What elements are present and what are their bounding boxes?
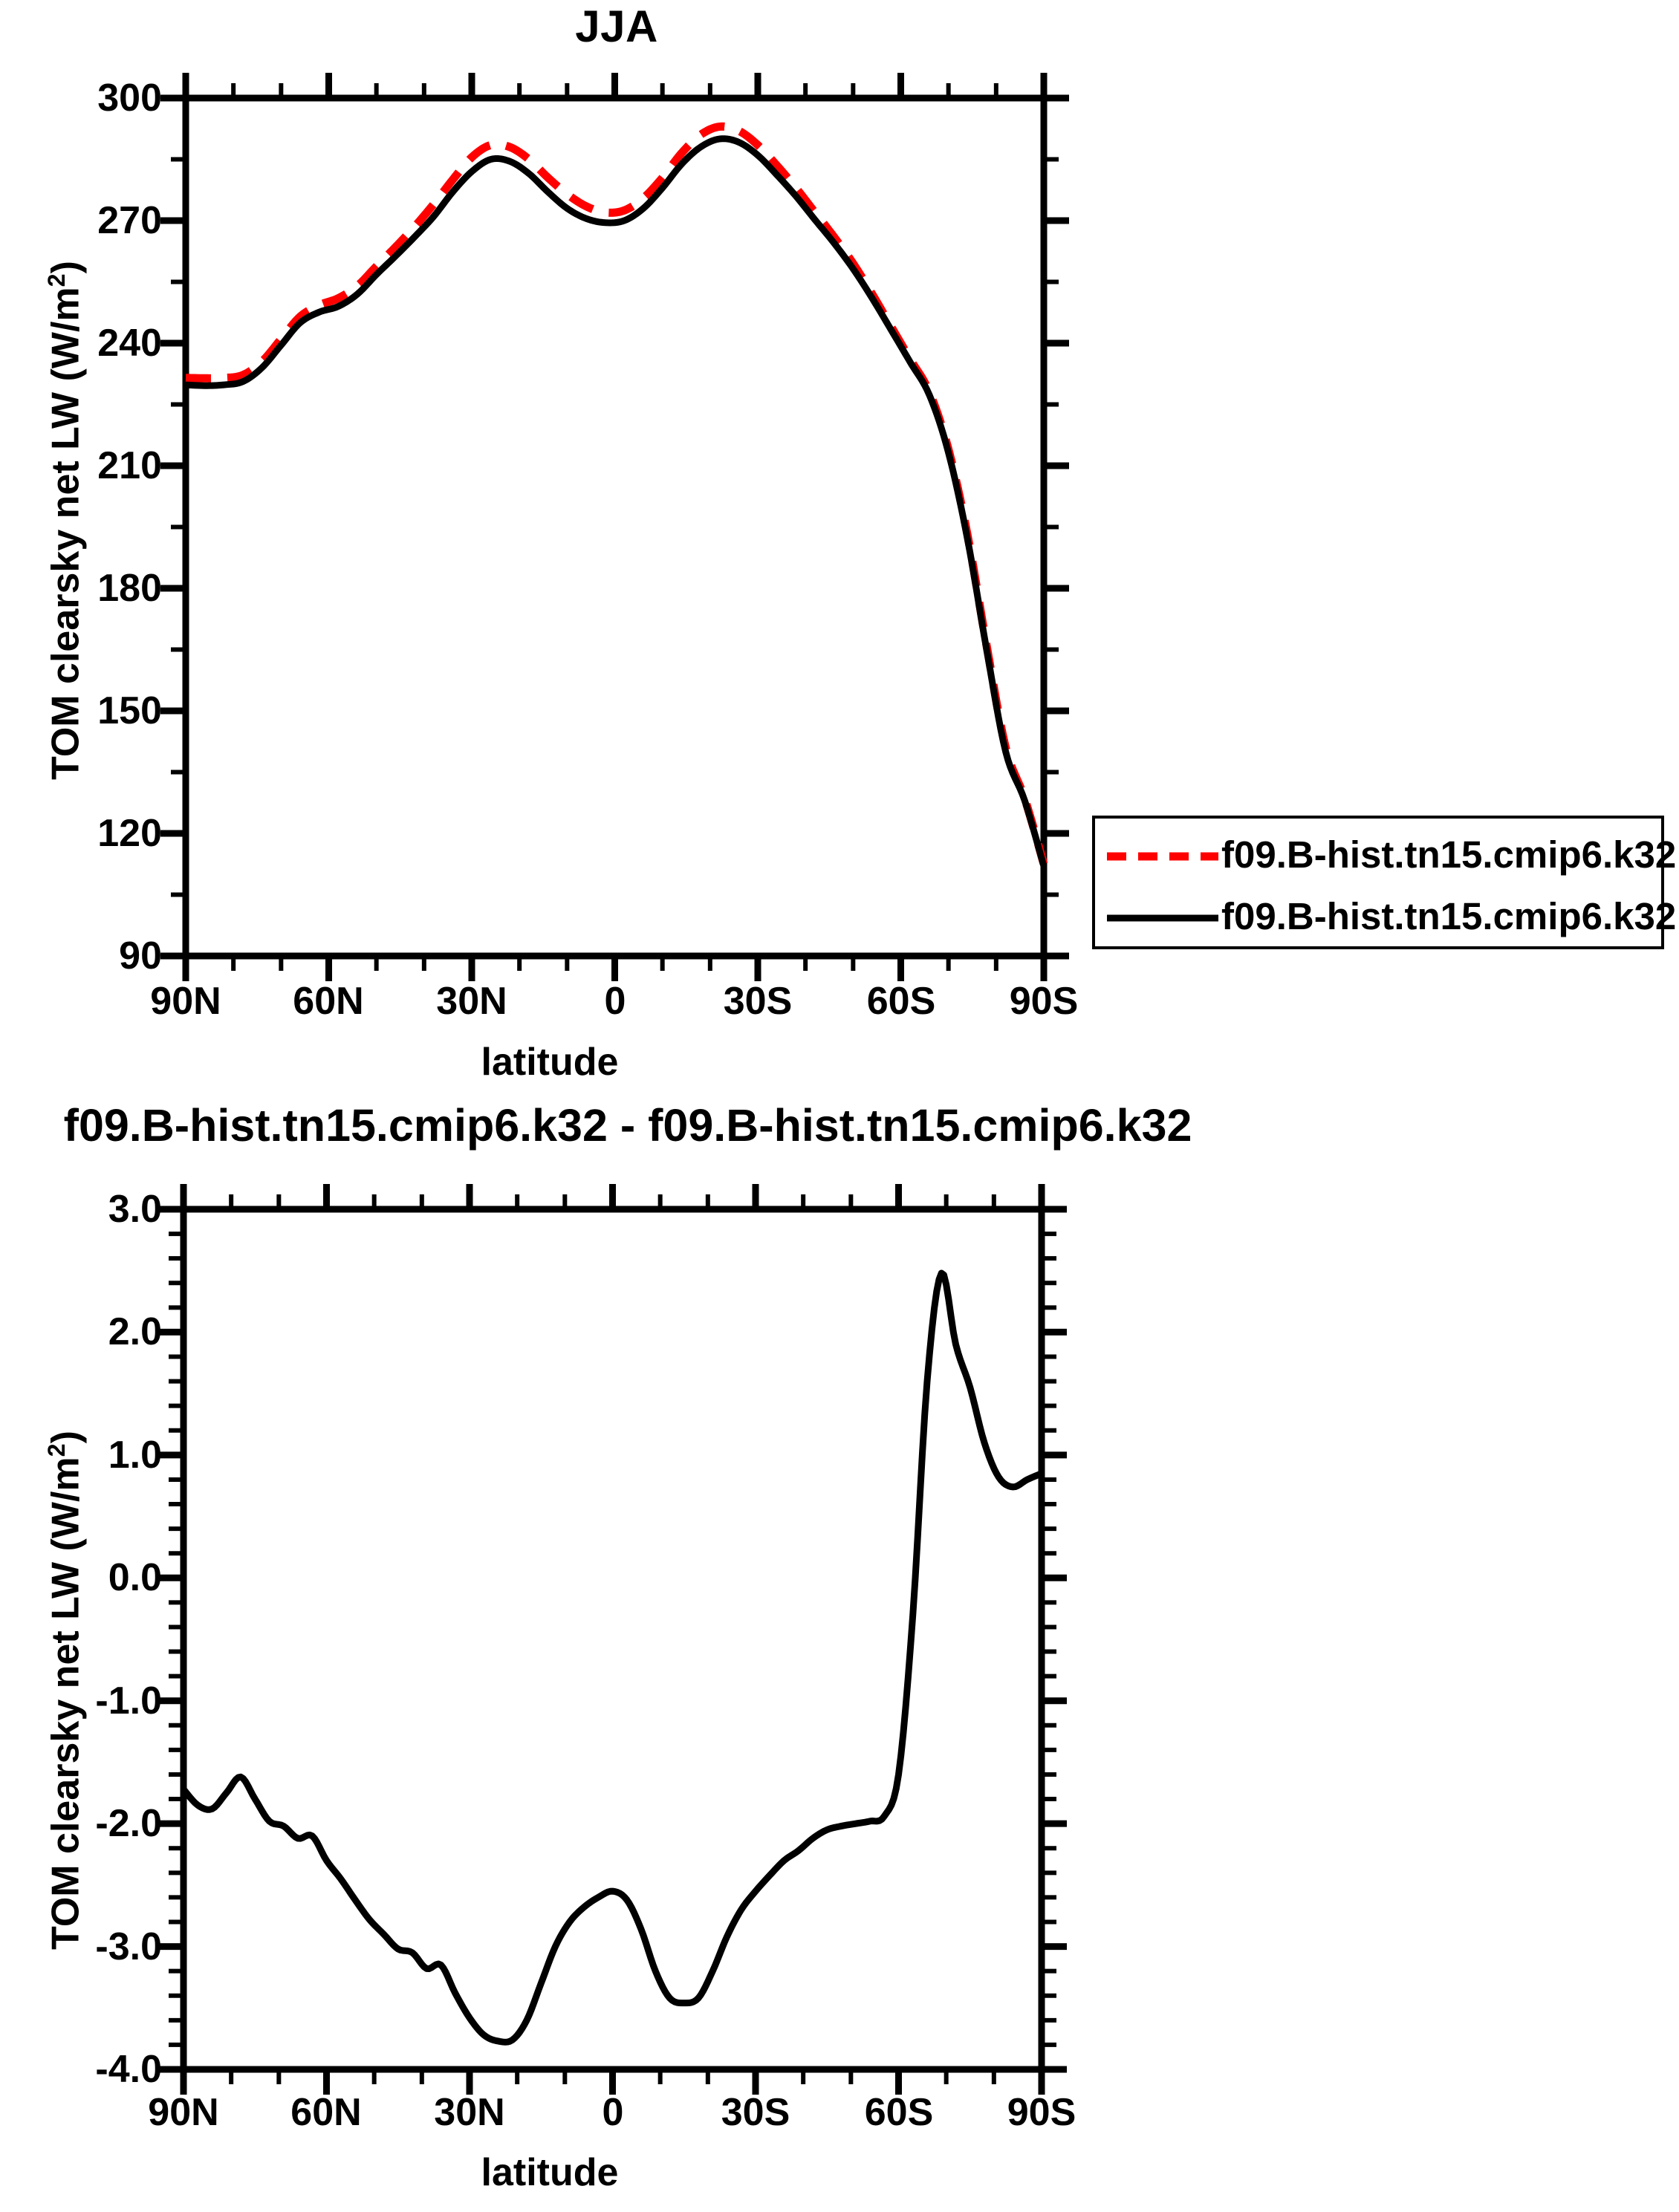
top-panel: JJA TOM clearsky net LW (W/m2) latitude …	[0, 0, 1679, 1092]
series-line-red	[186, 126, 1044, 864]
bottom-panel: f09.B-hist.tn15.cmip6.k32 - f09.B-hist.t…	[0, 1092, 1679, 2212]
top-panel-axes	[186, 98, 1044, 956]
bottom-panel-series	[184, 1273, 1042, 2042]
legend-swatch-dashed-red	[1107, 851, 1218, 859]
series-line-difference	[184, 1273, 1042, 2042]
figure-root: JJA TOM clearsky net LW (W/m2) latitude …	[0, 0, 1679, 2212]
bottom-panel-plot-area	[0, 1092, 1679, 2212]
top-panel-series	[186, 126, 1044, 866]
legend-entry-1[interactable]: f09.B-hist.tn15.cmip6.k32	[1107, 897, 1676, 935]
legend-swatch-solid-black	[1107, 913, 1218, 920]
series-line-black	[186, 139, 1044, 866]
legend-label-0: f09.B-hist.tn15.cmip6.k32	[1221, 836, 1676, 874]
legend-entry-0[interactable]: f09.B-hist.tn15.cmip6.k32	[1107, 836, 1676, 874]
legend-label-1: f09.B-hist.tn15.cmip6.k32	[1221, 897, 1676, 935]
